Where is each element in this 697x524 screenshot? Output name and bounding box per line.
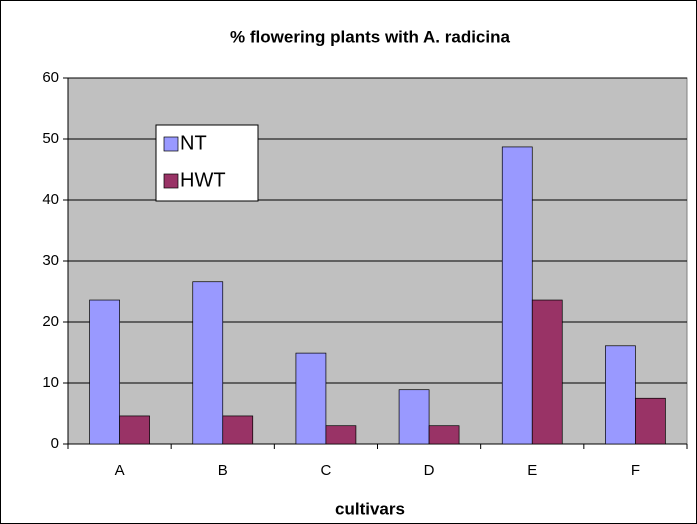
bar xyxy=(635,397,666,445)
bar xyxy=(605,345,636,445)
x-tick-label: D xyxy=(424,462,435,479)
bar xyxy=(398,389,430,445)
y-tick-label: 40 xyxy=(42,191,59,208)
y-tick-label: 20 xyxy=(42,313,59,330)
x-tick-label: A xyxy=(115,462,125,479)
bar xyxy=(501,146,533,445)
y-tick-label: 10 xyxy=(42,374,59,391)
legend-label: HWT xyxy=(180,169,226,191)
x-axis-label: cultivars xyxy=(335,499,405,518)
x-tick-label: B xyxy=(218,462,228,479)
bar xyxy=(531,299,563,445)
bar xyxy=(428,425,460,445)
legend-label: NT xyxy=(180,132,207,154)
y-tick-label: 60 xyxy=(42,69,59,86)
x-tick-label: F xyxy=(631,462,640,479)
y-tick-label: 50 xyxy=(42,130,59,147)
x-tick-label: E xyxy=(527,462,537,479)
x-tick-label: C xyxy=(320,462,331,479)
chart-title: % flowering plants with A. radicina xyxy=(230,27,510,46)
bar xyxy=(192,281,224,445)
bar xyxy=(325,425,357,445)
y-tick-label: 30 xyxy=(42,252,59,269)
legend-swatch xyxy=(163,173,179,189)
bar xyxy=(119,415,150,445)
bar xyxy=(295,352,327,445)
legend-swatch xyxy=(163,136,179,152)
bar xyxy=(89,299,120,445)
bar xyxy=(222,415,254,445)
y-tick-label: 0 xyxy=(51,435,59,452)
